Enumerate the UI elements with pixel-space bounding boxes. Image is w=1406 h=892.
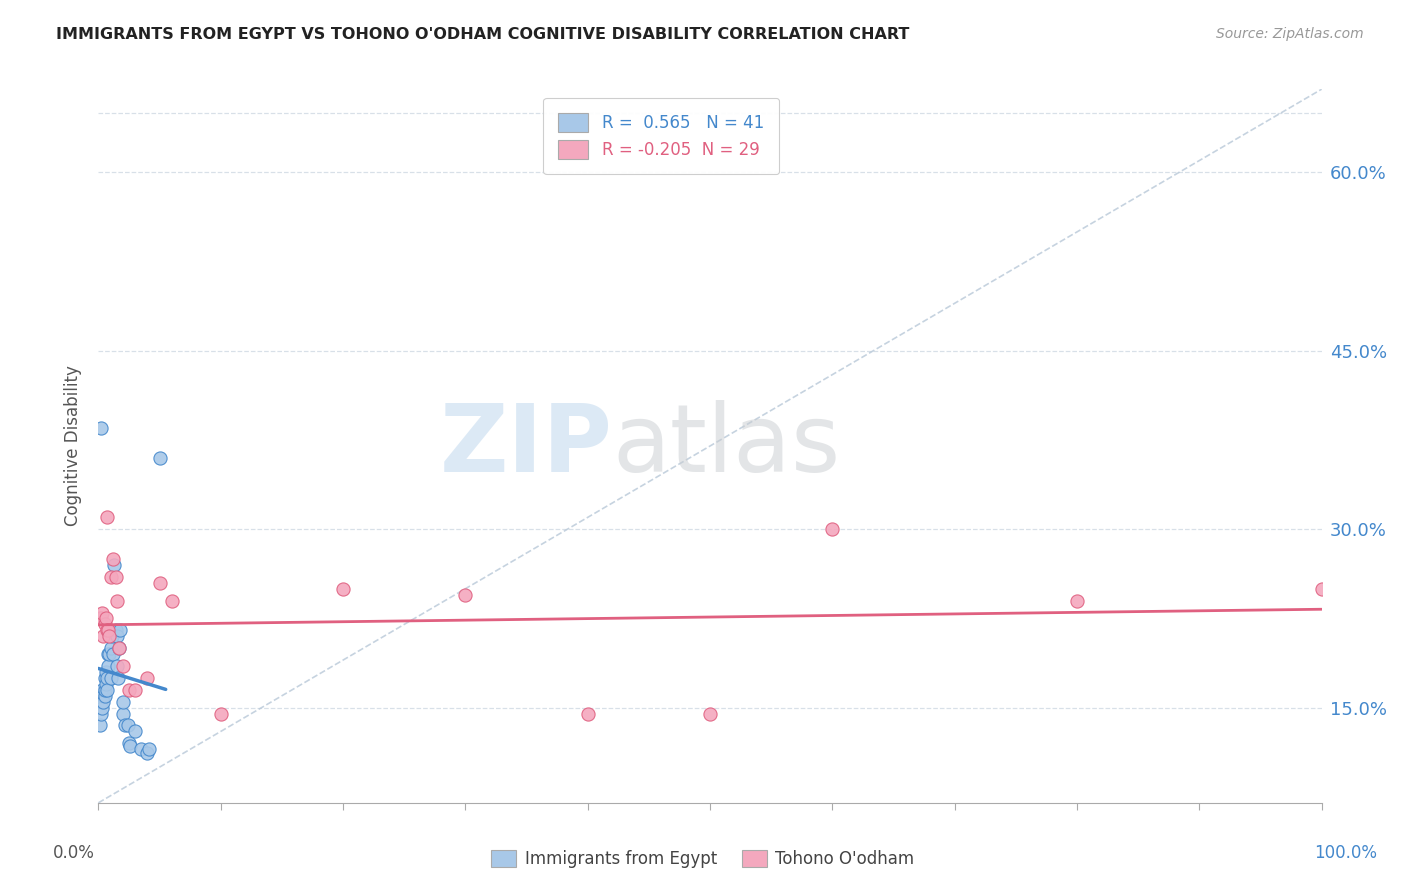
Point [821,522,844,536]
Point [105,629,128,643]
Point [97,647,120,661]
Point [118,736,141,750]
Point [90,695,112,709]
Point [136,746,159,760]
Point [103,558,125,572]
Point [101,552,124,566]
Point [1066,593,1088,607]
Point [118,682,141,697]
Point [98,629,121,643]
Point [114,718,136,732]
Point [91,682,114,697]
Point [110,624,132,638]
Point [111,706,134,721]
Point [96,624,118,638]
Point [100,570,122,584]
Point [93,671,115,685]
Point [91,695,114,709]
Text: Source: ZipAtlas.com: Source: ZipAtlas.com [1216,27,1364,41]
Point [96,671,118,685]
Point [160,593,183,607]
Point [699,706,721,721]
Point [91,689,114,703]
Point [124,682,146,697]
Point [100,671,122,685]
Point [108,641,131,656]
Point [91,606,114,620]
Text: atlas: atlas [612,400,841,492]
Point [89,611,111,625]
Point [576,706,599,721]
Point [94,665,117,679]
Point [120,739,142,753]
Point [149,450,172,465]
Point [97,659,120,673]
Point [111,695,134,709]
Point [149,575,172,590]
Point [94,677,117,691]
Point [98,647,121,661]
Text: 100.0%: 100.0% [1315,845,1378,863]
Point [93,617,115,632]
Text: IMMIGRANTS FROM EGYPT VS TOHONO O'ODHAM COGNITIVE DISABILITY CORRELATION CHART: IMMIGRANTS FROM EGYPT VS TOHONO O'ODHAM … [56,27,910,42]
Point [105,659,128,673]
Point [96,682,118,697]
Point [90,706,112,721]
Point [136,671,159,685]
Point [94,611,117,625]
Point [96,510,118,524]
Point [91,700,114,714]
Point [97,624,120,638]
Point [124,724,146,739]
Point [129,742,152,756]
Point [101,629,124,643]
Point [108,641,131,656]
Text: ZIP: ZIP [439,400,612,492]
Point [1310,582,1333,596]
Text: 0.0%: 0.0% [53,845,94,863]
Point [104,624,127,638]
Point [138,742,160,756]
Point [89,718,111,732]
Point [90,611,112,625]
Point [332,582,354,596]
Point [93,682,115,697]
Point [98,629,121,643]
Point [100,641,122,656]
Point [209,706,232,721]
Point [111,659,134,673]
Point [105,593,128,607]
Point [101,647,124,661]
Point [117,718,139,732]
Point [107,671,129,685]
Y-axis label: Cognitive Disability: Cognitive Disability [63,366,82,526]
Point [91,629,114,643]
Point [90,421,112,435]
Point [93,689,115,703]
Legend: R =  0.565   N = 41, R = -0.205  N = 29: R = 0.565 N = 41, R = -0.205 N = 29 [543,97,779,174]
Legend: Immigrants from Egypt, Tohono O'odham: Immigrants from Egypt, Tohono O'odham [485,843,921,875]
Point [104,570,127,584]
Point [454,588,477,602]
